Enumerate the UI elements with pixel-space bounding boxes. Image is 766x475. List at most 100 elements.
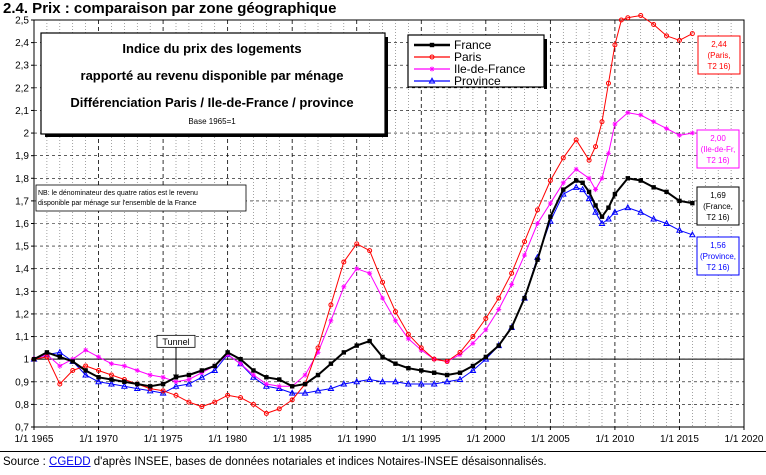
- data-point: [289, 384, 295, 389]
- data-point: [186, 377, 192, 383]
- x-tick-label: 1/1 2005: [531, 434, 570, 445]
- data-point: [638, 178, 643, 183]
- data-point: [341, 259, 347, 265]
- data-point: [96, 367, 102, 373]
- x-tick-label: 1/1 2015: [660, 434, 699, 445]
- data-point: [522, 295, 527, 301]
- data-point: [135, 381, 140, 387]
- data-point: [277, 377, 282, 382]
- data-point: [367, 270, 373, 276]
- source-link[interactable]: CGEDD: [49, 456, 91, 468]
- data-point: [315, 372, 321, 378]
- x-tick-label: 1/1 2020: [725, 434, 764, 445]
- data-point: [593, 144, 599, 150]
- data-point: [328, 302, 334, 308]
- data-point: [160, 374, 166, 380]
- data-point: [108, 372, 114, 378]
- data-point: [429, 54, 435, 60]
- x-tick-label: 1/1 1990: [337, 434, 376, 445]
- end-label-text: 2,44: [711, 40, 727, 49]
- data-point: [70, 359, 75, 364]
- data-point: [676, 132, 682, 138]
- data-point: [612, 191, 618, 197]
- y-tick-label: 1,3: [15, 287, 29, 298]
- data-point: [618, 17, 624, 23]
- data-point: [637, 208, 645, 215]
- end-label-text: T2 16): [707, 62, 730, 71]
- data-point: [548, 214, 553, 219]
- data-point: [263, 410, 269, 416]
- series-paris: [31, 12, 695, 416]
- y-tick-label: 0,9: [15, 377, 29, 388]
- end-label-text: (Ile-de-Fr,: [701, 145, 736, 154]
- data-point: [392, 377, 399, 385]
- data-point: [238, 395, 244, 401]
- data-point: [599, 119, 605, 125]
- data-point: [392, 318, 398, 324]
- source-prefix: Source :: [3, 456, 50, 468]
- data-point: [70, 367, 76, 373]
- data-point: [599, 214, 605, 219]
- data-point: [120, 382, 128, 389]
- data-point: [664, 126, 670, 132]
- data-point: [276, 383, 282, 389]
- data-point: [470, 340, 476, 346]
- data-point: [651, 119, 657, 125]
- data-point: [340, 380, 348, 387]
- data-point: [147, 372, 153, 378]
- data-point: [302, 372, 308, 378]
- data-point: [470, 334, 476, 340]
- data-point: [380, 354, 385, 360]
- data-point: [31, 356, 37, 362]
- data-point: [605, 80, 611, 86]
- footer-divider: [0, 451, 766, 452]
- data-point: [573, 137, 579, 143]
- data-point: [225, 350, 230, 355]
- data-point: [592, 208, 599, 215]
- y-tick-label: 1,7: [15, 196, 29, 207]
- legend-item: Paris: [414, 50, 481, 64]
- x-tick-label: 1/1 1985: [273, 434, 312, 445]
- data-point: [57, 363, 63, 369]
- data-point: [522, 239, 528, 245]
- data-point: [328, 318, 334, 324]
- end-label-france: 1,69 (France, T2 16): [696, 186, 740, 226]
- series-line: [33, 15, 693, 414]
- data-point: [379, 377, 386, 385]
- y-tick-label: 1: [23, 355, 29, 366]
- data-point: [496, 306, 502, 312]
- nb-note-line: NB: le dénominateur des quatre ratios es…: [38, 190, 198, 197]
- data-point: [509, 270, 515, 276]
- end-label-frame: [696, 236, 740, 276]
- data-point: [405, 336, 411, 342]
- data-point: [663, 219, 670, 226]
- data-point: [611, 208, 619, 215]
- tunnel-label: Tunnel: [162, 337, 189, 347]
- data-point: [83, 363, 89, 369]
- title-box-shadow: [45, 134, 388, 137]
- x-tick-label: 1/1 1995: [402, 434, 441, 445]
- source-suffix: d'après INSEE, bases de données notarial…: [90, 456, 547, 468]
- data-point: [95, 377, 102, 385]
- title-box-shadow: [385, 37, 388, 136]
- y-tick-label: 1,6: [15, 219, 29, 230]
- end-label-text: T2 16): [706, 213, 729, 222]
- y-tick-label: 2,1: [15, 106, 29, 117]
- legend-shadow: [544, 39, 547, 89]
- legend-item: Province: [414, 74, 501, 88]
- data-point: [483, 327, 489, 333]
- y-tick-label: 2,4: [15, 38, 29, 49]
- chart-svg: 1/1 1965 1/1 1970 1/1 1975 1/1 1980 1/1 1985…: [15, 12, 764, 445]
- data-point: [354, 241, 360, 247]
- legend-item: Ile-de-France: [414, 62, 526, 76]
- data-point: [341, 284, 347, 290]
- data-point: [431, 370, 437, 375]
- data-point: [225, 392, 231, 398]
- data-point: [380, 295, 386, 301]
- data-point: [457, 370, 463, 375]
- data-point: [651, 185, 656, 190]
- data-point: [83, 368, 88, 373]
- y-tick-label: 0,8: [15, 400, 29, 411]
- data-point: [690, 200, 695, 206]
- data-point: [444, 358, 450, 364]
